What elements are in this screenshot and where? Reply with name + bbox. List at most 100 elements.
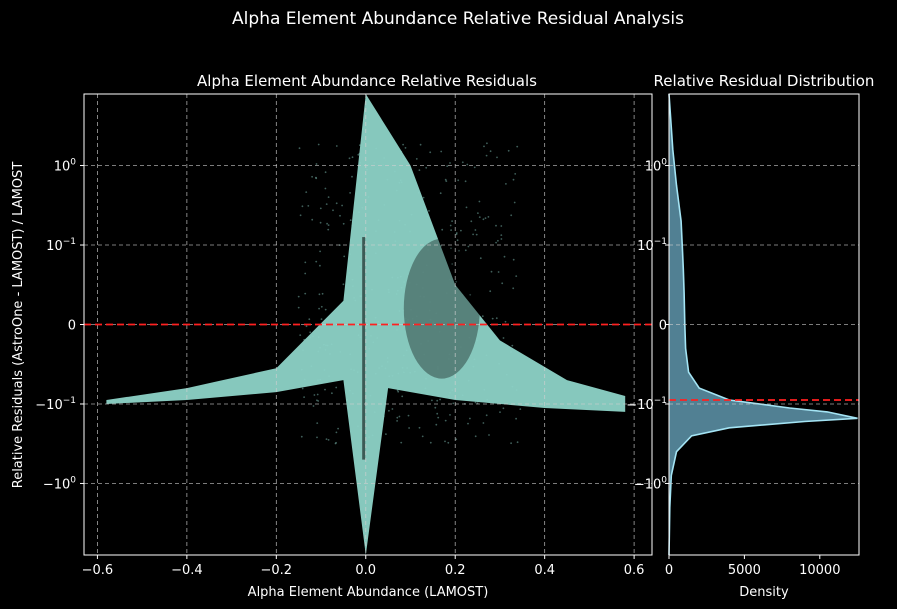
scatter-point <box>368 436 370 439</box>
scatter-point <box>427 340 430 342</box>
scatter-point <box>371 434 374 437</box>
scatter-x-label: Alpha Element Abundance (LAMOST) <box>248 585 489 600</box>
scatter-point <box>396 328 398 331</box>
scatter-point <box>464 249 467 252</box>
scatter-point <box>325 344 327 347</box>
scatter-point <box>323 343 325 346</box>
scatter-x-tick-label: 0.2 <box>445 563 466 578</box>
scatter-point <box>415 315 418 318</box>
scatter-point <box>495 224 497 227</box>
scatter-point <box>394 170 396 173</box>
scatter-point <box>358 211 360 214</box>
distribution-x-ticks: 0 5000 10000 <box>665 555 840 578</box>
scatter-point <box>472 365 475 368</box>
scatter-point <box>300 435 303 438</box>
scatter-point <box>485 354 488 357</box>
scatter-point <box>317 336 320 339</box>
scatter-point <box>386 178 389 181</box>
scatter-point <box>304 261 307 264</box>
scatter-point <box>400 286 403 289</box>
scatter-point <box>478 200 481 203</box>
scatter-point <box>418 169 421 172</box>
scatter-point <box>351 224 354 227</box>
scatter-point <box>431 323 434 326</box>
scatter-point <box>354 299 357 302</box>
scatter-point <box>367 196 370 198</box>
scatter-point <box>368 347 371 350</box>
scatter-y-tick-label: 10−1 <box>46 237 76 254</box>
scatter-point <box>334 442 337 445</box>
scatter-point <box>351 156 354 159</box>
scatter-point <box>325 203 328 206</box>
scatter-point <box>499 411 501 413</box>
scatter-point <box>382 397 385 400</box>
scatter-point <box>479 257 482 260</box>
scatter-point <box>359 144 361 147</box>
scatter-point <box>450 229 452 232</box>
scatter-point <box>445 180 448 183</box>
scatter-point <box>425 264 428 267</box>
scatter-point <box>342 283 345 286</box>
scatter-point <box>440 245 442 247</box>
scatter-sparse-region <box>403 238 480 379</box>
scatter-point <box>465 206 468 209</box>
scatter-point <box>356 371 359 374</box>
scatter-point <box>373 161 376 164</box>
scatter-point <box>481 315 484 318</box>
scatter-point <box>503 255 506 258</box>
scatter-point <box>302 349 304 352</box>
scatter-y-tick-label: −100 <box>43 475 76 492</box>
scatter-point <box>423 295 425 298</box>
scatter-point <box>349 253 351 256</box>
scatter-y-label: Relative Residuals (AstroOne - LAMOST) /… <box>11 162 26 489</box>
scatter-point <box>501 282 504 285</box>
scatter-point <box>348 157 351 160</box>
scatter-point <box>451 220 453 223</box>
scatter-point <box>514 173 517 175</box>
scatter-point <box>391 408 394 410</box>
scatter-point <box>431 399 433 402</box>
scatter-point <box>397 372 400 375</box>
scatter-point <box>511 385 514 388</box>
scatter-point <box>357 153 360 156</box>
scatter-point <box>487 216 490 218</box>
scatter-point <box>441 228 444 231</box>
scatter-point <box>449 414 451 416</box>
scatter-point <box>370 334 372 337</box>
scatter-point <box>467 245 470 248</box>
scatter-point <box>359 336 362 339</box>
scatter-point <box>424 387 427 390</box>
scatter-point <box>299 214 302 217</box>
scatter-point <box>352 392 354 395</box>
scatter-x-tick-label: 0.0 <box>355 563 376 578</box>
scatter-point <box>404 147 407 149</box>
scatter-point <box>315 177 318 180</box>
scatter-point <box>316 399 318 402</box>
scatter-point <box>301 387 304 390</box>
scatter-point <box>398 310 401 312</box>
scatter-x-tick-label: 0.6 <box>624 563 645 578</box>
scatter-point <box>417 358 420 361</box>
scatter-point <box>450 247 452 250</box>
scatter-point <box>315 163 318 165</box>
scatter-point <box>384 367 387 370</box>
scatter-point <box>444 178 447 181</box>
scatter-point <box>432 321 435 324</box>
scatter-point <box>427 249 430 251</box>
scatter-point <box>400 150 403 153</box>
scatter-point <box>304 292 307 295</box>
scatter-point <box>429 318 432 321</box>
scatter-point <box>440 150 443 153</box>
scatter-point <box>485 414 488 417</box>
scatter-point <box>447 441 450 444</box>
scatter-point <box>407 319 409 321</box>
scatter-point <box>326 222 328 225</box>
scatter-point <box>331 392 333 395</box>
scatter-point <box>377 219 380 222</box>
scatter-point <box>446 165 449 168</box>
scatter-point <box>317 400 320 402</box>
scatter-point <box>359 295 362 298</box>
scatter-point <box>357 425 359 428</box>
scatter-point <box>449 224 452 227</box>
scatter-point <box>405 349 408 352</box>
